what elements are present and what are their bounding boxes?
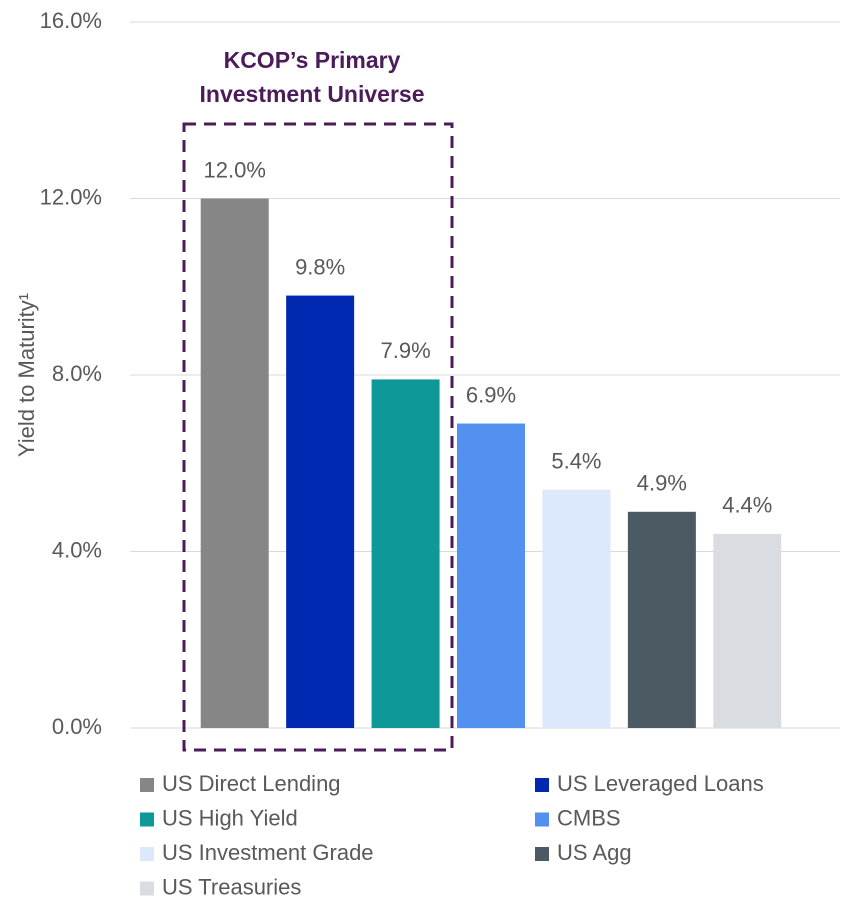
legend-swatch	[535, 778, 549, 792]
bar	[286, 295, 355, 728]
data-label: 9.8%	[295, 254, 345, 279]
data-label: 7.9%	[380, 338, 430, 363]
legend-label: US Leveraged Loans	[557, 771, 764, 796]
bar	[457, 423, 525, 728]
y-tick-label: 12.0%	[40, 184, 102, 209]
highlight-box	[182, 122, 454, 752]
bar	[542, 489, 611, 728]
legend-label: US Treasuries	[162, 874, 301, 898]
bar	[200, 198, 269, 728]
data-label: 5.4%	[551, 449, 601, 474]
data-label: 6.9%	[466, 382, 516, 407]
legend-label: US High Yield	[162, 805, 298, 830]
data-label: 4.9%	[637, 471, 687, 496]
annotation: Investment Universe	[200, 81, 425, 107]
y-axis-label: Yield to Maturity¹	[14, 293, 39, 457]
bar	[713, 533, 782, 728]
legend-swatch	[535, 812, 549, 827]
legend-label: US Agg	[557, 840, 632, 865]
y-tick-label: 8.0%	[52, 361, 102, 386]
legend-swatch	[535, 847, 549, 861]
legend-swatch	[140, 847, 154, 861]
bar	[627, 511, 696, 728]
legend-swatch	[140, 778, 154, 792]
legend-swatch	[140, 881, 154, 896]
y-tick-label: 16.0%	[40, 8, 102, 33]
legend-label: US Direct Lending	[162, 771, 341, 796]
data-label: 12.0%	[204, 157, 266, 182]
y-tick-label: 0.0%	[52, 714, 102, 739]
data-label: 4.4%	[722, 493, 772, 518]
y-tick-label: 4.0%	[52, 537, 102, 562]
legend-label: CMBS	[557, 805, 621, 830]
legend-swatch	[140, 812, 154, 827]
annotation: KCOP’s Primary	[224, 47, 401, 73]
bar	[371, 379, 440, 728]
legend-label: US Investment Grade	[162, 840, 374, 865]
